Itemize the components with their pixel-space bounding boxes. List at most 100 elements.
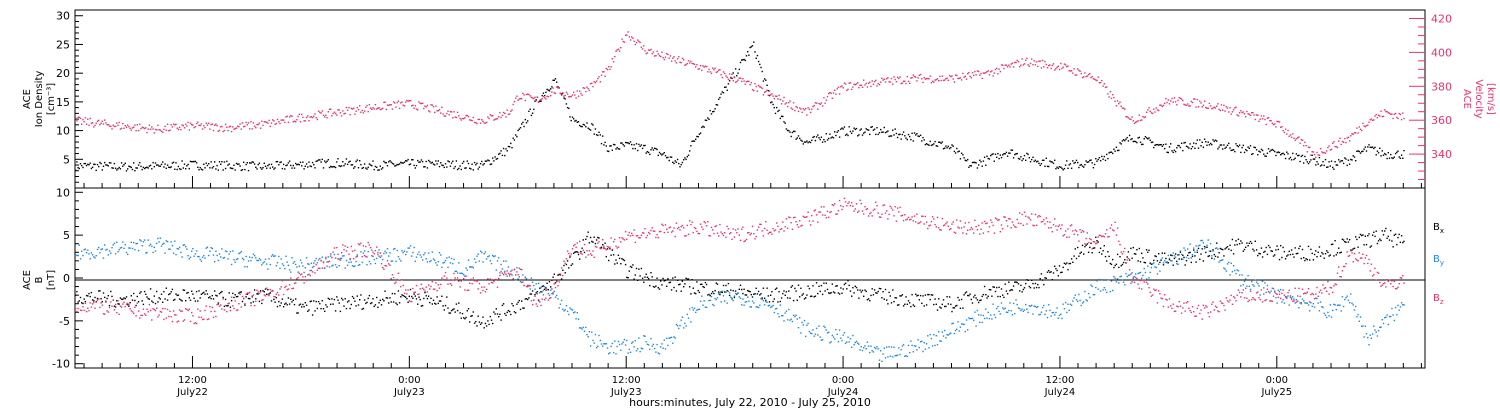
by-point xyxy=(666,337,668,339)
bx-point xyxy=(426,297,429,300)
bz-point xyxy=(443,275,445,277)
top-data-points xyxy=(75,31,1405,172)
by-point xyxy=(1072,300,1074,302)
velocity-point xyxy=(1159,104,1161,106)
density-point xyxy=(591,123,593,125)
density-point xyxy=(1390,153,1392,156)
by-point xyxy=(436,264,438,266)
bx-point xyxy=(1225,247,1227,249)
density-point xyxy=(1083,166,1085,168)
bx-point xyxy=(1218,252,1220,254)
density-point xyxy=(1350,158,1352,161)
velocity-point xyxy=(934,79,936,81)
bz-point xyxy=(467,289,470,291)
bx-point xyxy=(809,295,812,298)
by-point xyxy=(566,310,569,313)
velocity-point xyxy=(722,71,725,73)
bx-point xyxy=(276,305,279,308)
by-point xyxy=(594,333,597,336)
by-point xyxy=(788,308,790,311)
by-point xyxy=(1113,276,1115,278)
bx-point xyxy=(545,287,547,289)
velocity-point xyxy=(591,82,593,84)
density-point xyxy=(368,163,371,165)
velocity-point xyxy=(87,118,89,120)
bz-point xyxy=(93,301,95,304)
bx-point xyxy=(959,307,962,309)
bx-point xyxy=(770,294,772,296)
bz-point xyxy=(627,234,629,236)
density-point xyxy=(732,72,734,74)
by-point xyxy=(895,354,898,357)
bx-point xyxy=(1367,235,1369,237)
velocity-point xyxy=(473,121,476,124)
by-point xyxy=(1160,258,1162,261)
velocity-point xyxy=(510,110,512,112)
velocity-point xyxy=(1066,65,1068,68)
bx-point xyxy=(140,291,142,293)
by-point xyxy=(314,260,316,262)
by-point xyxy=(906,355,908,358)
density-point xyxy=(1164,147,1166,150)
by-point xyxy=(1108,279,1110,281)
density-point xyxy=(651,147,653,149)
velocity-point xyxy=(177,128,180,131)
by-point xyxy=(655,351,657,353)
density-point xyxy=(1352,155,1354,157)
bx-point xyxy=(418,296,420,298)
by-point xyxy=(1202,242,1205,244)
density-point xyxy=(942,148,945,150)
density-point xyxy=(513,139,516,141)
density-point xyxy=(1396,151,1398,154)
velocity-point xyxy=(811,108,813,110)
bz-point xyxy=(632,234,634,237)
bx-point xyxy=(309,300,311,303)
velocity-point xyxy=(645,52,647,55)
density-point xyxy=(686,156,688,158)
density-point xyxy=(1130,138,1132,141)
velocity-point xyxy=(1072,72,1074,74)
by-point xyxy=(449,262,452,264)
bx-point xyxy=(275,297,277,299)
velocity-point xyxy=(1114,100,1116,102)
bz-point xyxy=(368,244,371,246)
density-point xyxy=(310,165,313,168)
density-point xyxy=(749,46,751,49)
density-point xyxy=(206,164,209,167)
density-point xyxy=(1338,159,1340,161)
by-point xyxy=(88,253,90,255)
bz-point xyxy=(302,276,304,278)
density-point xyxy=(1387,152,1389,154)
bx-point xyxy=(1347,241,1350,243)
velocity-point xyxy=(696,64,698,66)
density-point xyxy=(142,166,145,169)
velocity-point xyxy=(343,113,345,115)
by-point xyxy=(177,248,180,250)
by-point xyxy=(229,250,232,253)
density-point xyxy=(887,130,889,132)
velocity-point xyxy=(449,111,452,113)
velocity-point xyxy=(1084,72,1086,74)
density-point xyxy=(967,158,969,161)
velocity-point xyxy=(1172,101,1174,103)
density-point xyxy=(1103,155,1105,158)
bz-point xyxy=(612,241,615,243)
bx-point xyxy=(1002,294,1004,296)
density-point xyxy=(644,144,646,147)
bz-point xyxy=(112,299,114,301)
density-point xyxy=(902,131,905,133)
velocity-point xyxy=(1044,60,1046,63)
density-point xyxy=(1087,161,1090,163)
bx-point xyxy=(209,296,211,298)
velocity-point xyxy=(403,105,406,107)
velocity-point xyxy=(133,126,135,128)
density-point xyxy=(110,162,112,164)
density-point xyxy=(915,134,917,136)
density-point xyxy=(1137,137,1139,139)
velocity-point xyxy=(226,126,228,128)
velocity-point xyxy=(377,107,379,109)
density-point xyxy=(1085,160,1087,162)
by-point xyxy=(195,250,198,252)
bx-point xyxy=(233,296,235,299)
bz-point xyxy=(609,246,611,248)
